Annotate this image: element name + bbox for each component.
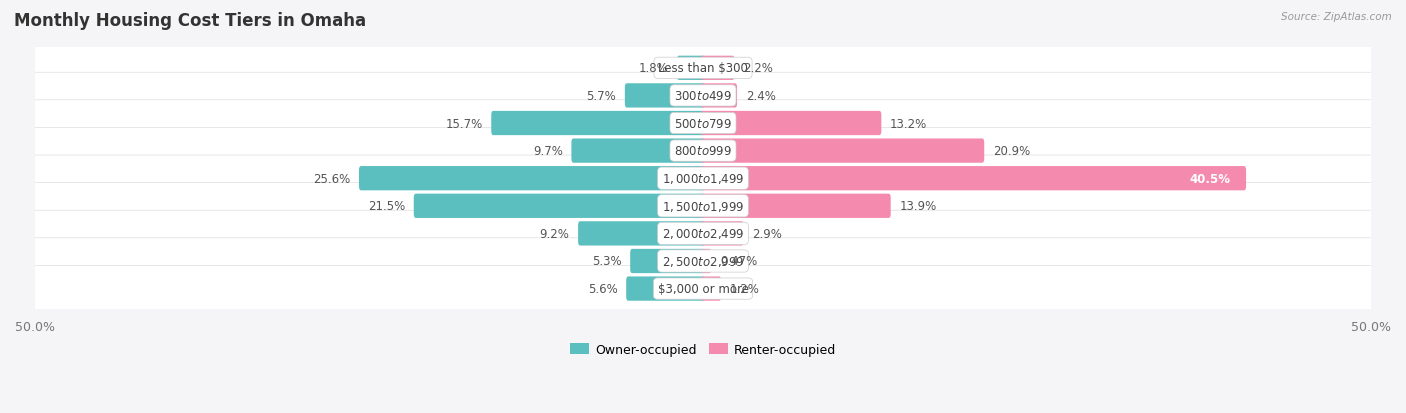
Text: $1,500 to $1,999: $1,500 to $1,999 (662, 199, 744, 213)
FancyBboxPatch shape (630, 249, 704, 273)
Text: 5.3%: 5.3% (592, 255, 621, 268)
FancyBboxPatch shape (702, 194, 891, 218)
Text: 5.6%: 5.6% (588, 282, 617, 295)
Text: Monthly Housing Cost Tiers in Omaha: Monthly Housing Cost Tiers in Omaha (14, 12, 366, 30)
Text: 9.7%: 9.7% (533, 145, 562, 158)
FancyBboxPatch shape (413, 194, 704, 218)
Text: $800 to $999: $800 to $999 (673, 145, 733, 158)
FancyBboxPatch shape (702, 112, 882, 136)
Text: 9.2%: 9.2% (540, 227, 569, 240)
Text: 2.2%: 2.2% (744, 62, 773, 75)
Text: 1.2%: 1.2% (730, 282, 759, 295)
FancyBboxPatch shape (359, 167, 704, 191)
FancyBboxPatch shape (571, 139, 704, 164)
FancyBboxPatch shape (30, 183, 1376, 229)
FancyBboxPatch shape (702, 84, 737, 108)
Text: $2,000 to $2,499: $2,000 to $2,499 (662, 227, 744, 241)
FancyBboxPatch shape (491, 112, 704, 136)
FancyBboxPatch shape (30, 128, 1376, 174)
FancyBboxPatch shape (30, 238, 1376, 285)
FancyBboxPatch shape (30, 101, 1376, 147)
FancyBboxPatch shape (30, 156, 1376, 202)
Text: $1,000 to $1,499: $1,000 to $1,499 (662, 172, 744, 186)
Text: $300 to $499: $300 to $499 (673, 90, 733, 103)
Text: 2.9%: 2.9% (752, 227, 782, 240)
FancyBboxPatch shape (702, 222, 744, 246)
Text: $3,000 or more: $3,000 or more (658, 282, 748, 295)
Text: 13.9%: 13.9% (900, 200, 936, 213)
FancyBboxPatch shape (676, 57, 704, 81)
FancyBboxPatch shape (702, 249, 711, 273)
FancyBboxPatch shape (702, 277, 721, 301)
Text: 25.6%: 25.6% (314, 172, 350, 185)
Text: $2,500 to $2,999: $2,500 to $2,999 (662, 254, 744, 268)
FancyBboxPatch shape (30, 45, 1376, 92)
Legend: Owner-occupied, Renter-occupied: Owner-occupied, Renter-occupied (565, 338, 841, 361)
Text: 40.5%: 40.5% (1189, 172, 1230, 185)
Text: 0.47%: 0.47% (720, 255, 758, 268)
FancyBboxPatch shape (578, 222, 704, 246)
Text: 5.7%: 5.7% (586, 90, 616, 103)
Text: 13.2%: 13.2% (890, 117, 928, 130)
Text: 2.4%: 2.4% (745, 90, 776, 103)
FancyBboxPatch shape (624, 84, 704, 108)
Text: $500 to $799: $500 to $799 (673, 117, 733, 130)
FancyBboxPatch shape (30, 211, 1376, 257)
FancyBboxPatch shape (626, 277, 704, 301)
FancyBboxPatch shape (702, 57, 734, 81)
Text: 15.7%: 15.7% (446, 117, 482, 130)
FancyBboxPatch shape (702, 139, 984, 164)
Text: 20.9%: 20.9% (993, 145, 1031, 158)
FancyBboxPatch shape (702, 167, 1246, 191)
FancyBboxPatch shape (30, 266, 1376, 312)
Text: 1.8%: 1.8% (638, 62, 668, 75)
Text: 21.5%: 21.5% (368, 200, 405, 213)
FancyBboxPatch shape (30, 73, 1376, 119)
Text: Source: ZipAtlas.com: Source: ZipAtlas.com (1281, 12, 1392, 22)
Text: Less than $300: Less than $300 (658, 62, 748, 75)
